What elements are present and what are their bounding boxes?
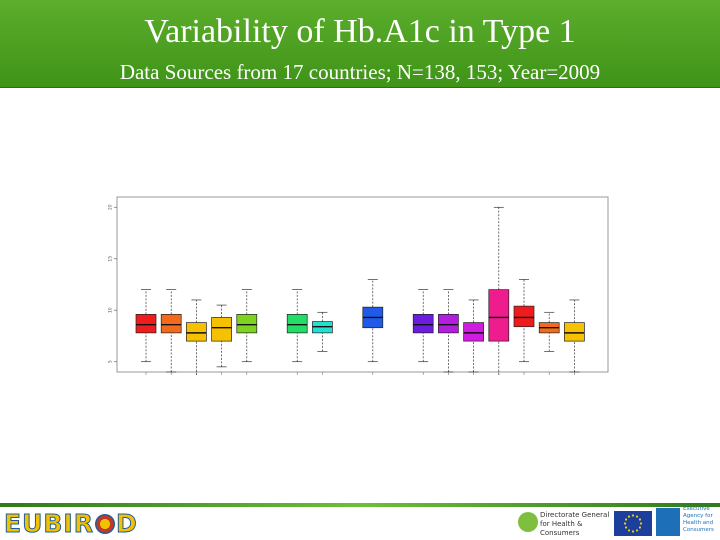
eu-star (623, 522, 627, 525)
y-tick-label: 5 (108, 360, 114, 363)
eu-stars-icon (623, 514, 643, 533)
eu-star (635, 529, 639, 532)
y-tick-label: 20 (108, 204, 114, 210)
eu-star (624, 518, 628, 521)
box-body (186, 322, 207, 342)
box-7 (312, 311, 333, 375)
eu-star (635, 515, 639, 518)
box-5 (236, 289, 258, 375)
dg-logo-text: Directorate General for Health & Consume… (540, 511, 610, 537)
boxplot-chart: 20 15 10 5 (108, 196, 609, 375)
box-body (513, 305, 535, 328)
y-axis: 20 15 10 5 (108, 204, 117, 363)
box-6 (286, 289, 308, 375)
eu-star (631, 514, 635, 517)
box-body (412, 314, 434, 334)
eu-star (631, 530, 635, 533)
apple-icon (518, 512, 538, 532)
footer-divider (0, 503, 720, 507)
dg-health-consumers-logo: Directorate General for Health & Consume… (518, 510, 610, 537)
eubirod-logo-mark (95, 514, 115, 534)
eaha-logo-text: Executive Agency for Health and Consumer… (683, 506, 714, 533)
box-body (211, 317, 232, 342)
box-3 (186, 299, 207, 375)
box-body (135, 314, 157, 334)
box-body (438, 314, 459, 334)
box-8 (362, 279, 384, 375)
title-bar: Variability of Hb.A1c in Type 1 Data Sou… (0, 0, 720, 88)
box-9 (412, 289, 434, 375)
box-2 (160, 289, 182, 375)
box-13 (513, 279, 535, 375)
box-15 (564, 299, 585, 375)
box-1 (135, 289, 157, 375)
eu-flag-icon (614, 511, 652, 536)
eu-star (638, 518, 642, 521)
box-11 (463, 299, 484, 375)
eu-star (638, 526, 642, 529)
box-body (488, 289, 510, 342)
box-4 (211, 304, 232, 375)
plot-frame (116, 196, 609, 373)
eu-star (627, 529, 631, 532)
box-12 (488, 206, 510, 375)
eaha-mark-icon (656, 508, 680, 536)
y-tick-label: 15 (108, 256, 114, 262)
box-body (236, 314, 258, 334)
eu-star (639, 522, 643, 525)
box-body (160, 314, 182, 334)
y-tick-label: 10 (108, 307, 114, 313)
slide-subtitle: Data Sources from 17 countries; N=138, 1… (119, 60, 601, 84)
eaha-logo: Executive Agency for Health and Consumer… (656, 506, 716, 538)
eubirod-logo: EUBIR D (4, 509, 138, 538)
box-14 (538, 311, 560, 375)
box-series (135, 206, 585, 375)
eu-star (627, 515, 631, 518)
box-body (564, 322, 585, 342)
box-body (286, 314, 308, 334)
eu-star (624, 526, 628, 529)
box-body (463, 322, 484, 342)
slide-title: Variability of Hb.A1c in Type 1 (144, 13, 576, 50)
box-10 (438, 289, 459, 375)
